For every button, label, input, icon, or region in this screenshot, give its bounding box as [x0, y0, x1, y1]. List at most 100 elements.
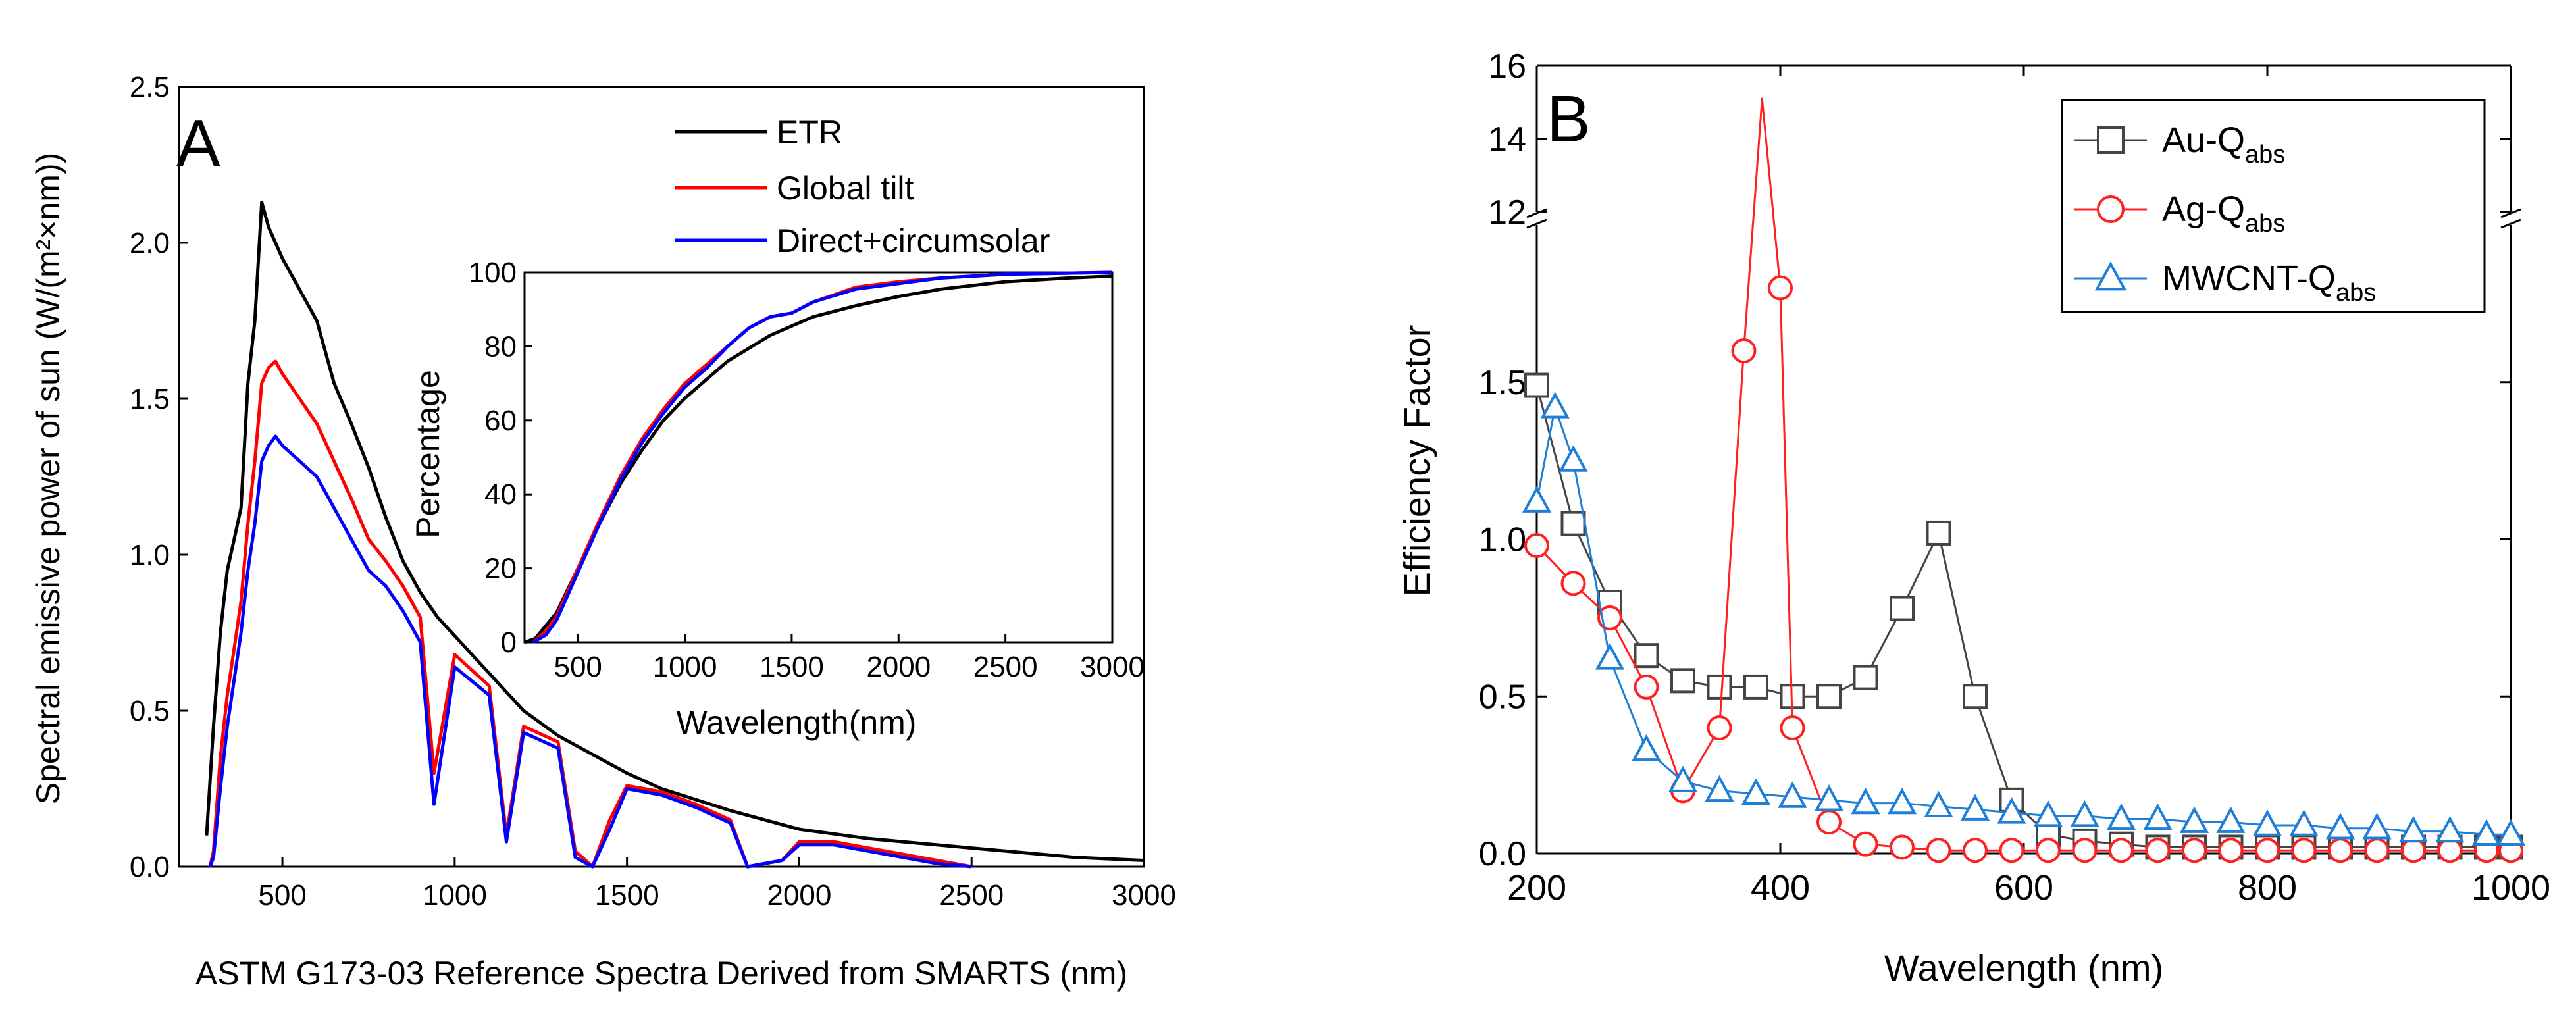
panel-a-inset: 500 1000 1500 2000 2500 3000 0 20 40 60 80 100 Wav… [409, 257, 1145, 741]
marker-triangle [2398, 815, 2429, 843]
marker-square [1634, 643, 1659, 669]
marker-triangle [2435, 815, 2465, 843]
marker-triangle [1924, 790, 1953, 818]
legend-item-mwcnt-qabs: MWCNT-Qabs [2074, 259, 2376, 307]
inset-y-tick-label: 40 [484, 478, 517, 511]
marker-triangle [1595, 643, 1625, 670]
inset-y-tick-label: 60 [484, 405, 517, 437]
marker-triangle [2143, 803, 2173, 830]
x-tick-label: 1500 [595, 879, 659, 911]
y-tick-label: 0.0 [130, 851, 170, 883]
marker-circle [2291, 838, 2317, 863]
b-y-tick-label: 1.5 [1479, 364, 1526, 402]
inset-x-axis-title: Wavelength(nm) [677, 704, 917, 741]
b-x-tick-label: 400 [1751, 868, 1810, 907]
panel-a-y-axis-title: Spectral emissive power of sun (W/(m²×nm… [30, 153, 66, 805]
panel-b-series [1522, 97, 2526, 863]
marker-triangle [2289, 809, 2319, 836]
marker-circle [2182, 838, 2207, 863]
legend-item-au-qabs: Au-Qabs [2074, 120, 2285, 168]
marker-triangle [1741, 778, 1771, 805]
series-line-au-qabs [1535, 385, 2511, 848]
marker-triangle [1778, 781, 1807, 808]
panel-a-series [205, 200, 1145, 869]
marker-circle [2218, 838, 2244, 863]
marker-circle [1999, 838, 2024, 863]
marker-circle [2097, 195, 2125, 223]
marker-triangle [1540, 392, 1570, 419]
panel-a-plot-frame [178, 86, 1145, 868]
inset-x-ticks: 500 1000 1500 2000 2500 3000 [554, 634, 1145, 683]
marker-circle [2036, 838, 2061, 863]
marker-circle [1731, 338, 1757, 363]
panel-b-letter: B [1547, 82, 1591, 156]
marker-triangle [2070, 800, 2099, 827]
marker-circle [2145, 838, 2171, 863]
x-tick-label: 3000 [1112, 879, 1176, 911]
inset-x-tick-label: 3000 [1080, 651, 1145, 683]
inset-y-tick-label: 100 [469, 257, 517, 289]
marker-triangle [2252, 809, 2282, 836]
marker-square [1743, 674, 1768, 700]
marker-triangle [1522, 486, 1552, 513]
legend-label-etr: ETR [777, 114, 842, 151]
panel-a-y-ticks: 0.0 0.5 1.0 1.5 2.0 2.5 [130, 71, 188, 883]
b-x-tick-label: 1000 [2471, 868, 2550, 907]
marker-triangle [1632, 734, 1661, 761]
b-y-tick-label: 14 [1488, 120, 1526, 159]
panel-b-x-axis-title: Wavelength (nm) [1884, 947, 2163, 988]
series-line-etr [205, 200, 1145, 862]
marker-square [1670, 668, 1695, 694]
legend-label: Au-Qabs [2162, 120, 2285, 168]
x-tick-label: 2000 [767, 879, 831, 911]
inset-series [524, 270, 1113, 644]
marker-triangle [1851, 787, 1880, 815]
marker-triangle [1705, 775, 1734, 802]
b-y-tick-label: 0.5 [1479, 678, 1526, 716]
marker-circle [2437, 838, 2463, 863]
inset-frame [523, 271, 1114, 644]
panel-b-x-ticks: 200 400 600 800 1000 [1507, 66, 2550, 907]
panel-b-legend: Au-Qabs Ag-Qabs MWCNT-Qabs [2061, 99, 2486, 313]
inset-y-ticks: 0 20 40 60 80 100 [469, 257, 532, 659]
marker-triangle [2106, 803, 2136, 830]
legend-label: MWCNT-Qabs [2162, 259, 2376, 307]
inset-x-tick-label: 500 [554, 651, 602, 683]
inset-y-tick-label: 0 [501, 626, 517, 659]
panel-b-y-axis-title: Efficiency Factor [1396, 325, 1437, 597]
legend-label: Ag-Qabs [2162, 190, 2285, 238]
marker-circle [1707, 715, 1732, 740]
panel-a-letter: A [176, 107, 220, 180]
panel-a: A 500 1000 1500 2000 2500 3000 0.00.51.01.52.… [30, 71, 1176, 992]
legend-label-global-tilt: Global tilt [777, 170, 914, 207]
marker-circle [2072, 838, 2098, 863]
marker-square [1560, 511, 1586, 536]
marker-circle [1963, 838, 1988, 863]
x-tick-label: 500 [258, 879, 306, 911]
b-y-tick-label: 1.0 [1479, 521, 1526, 559]
marker-circle [1853, 831, 1878, 857]
inset-y-tick-label: 20 [484, 553, 517, 585]
marker-square [1890, 596, 1915, 621]
marker-circle [2401, 838, 2426, 863]
marker-square [1963, 684, 1988, 709]
marker-square [1707, 674, 1732, 700]
marker-triangle [2496, 819, 2526, 846]
y-tick-label: 2.5 [130, 71, 170, 103]
marker-triangle [2179, 806, 2209, 833]
marker-square [2097, 126, 2125, 154]
panel-b-legend-box [2061, 99, 2486, 313]
panel-a-x-ticks: 500 1000 1500 2000 2500 3000 [258, 857, 1176, 911]
inset-x-tick-label: 2000 [866, 651, 931, 683]
marker-square [1853, 665, 1878, 690]
marker-circle [2364, 838, 2390, 863]
marker-square [1926, 520, 1951, 546]
inset-x-tick-label: 1000 [653, 651, 717, 683]
b-x-tick-label: 800 [2238, 868, 2297, 907]
marker-circle [1560, 571, 1586, 596]
panel-b: B 200 400 600 800 1000 0.0 0.5 1.0 1.5 12 14 16 Wa… [1396, 47, 2550, 988]
panel-a-x-axis-title: ASTM G173-03 Reference Spectra Derived f… [195, 955, 1127, 992]
panel-b-y-ticks: 0.0 0.5 1.0 1.5 12 14 16 [1479, 47, 2511, 873]
legend-label-direct: Direct+circumsolar [777, 222, 1050, 259]
